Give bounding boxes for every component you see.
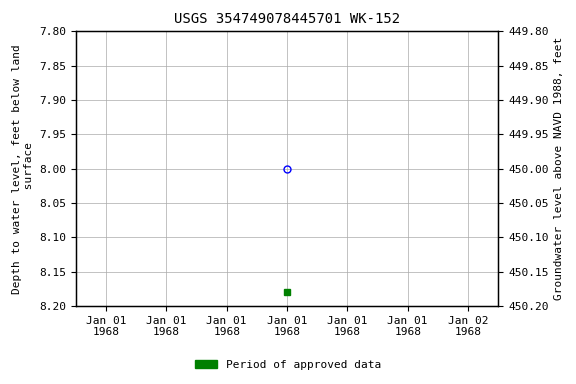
Legend: Period of approved data: Period of approved data (191, 356, 385, 375)
Y-axis label: Groundwater level above NAVD 1988, feet: Groundwater level above NAVD 1988, feet (554, 37, 564, 300)
Y-axis label: Depth to water level, feet below land
 surface: Depth to water level, feet below land su… (12, 44, 33, 294)
Title: USGS 354749078445701 WK-152: USGS 354749078445701 WK-152 (174, 12, 400, 26)
